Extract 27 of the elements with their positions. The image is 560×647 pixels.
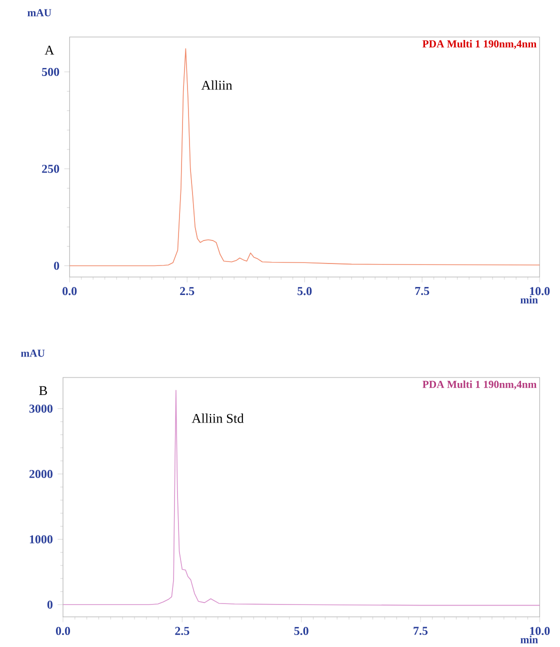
y-tick-label: 0 <box>47 600 52 609</box>
x-tick-label: 2.5 <box>175 626 190 636</box>
x-axis-title: min <box>520 636 538 644</box>
x-tick-label: 2.5 <box>180 287 194 296</box>
x-tick-label: 10.0 <box>530 626 550 636</box>
x-tick-label: 7.5 <box>414 626 428 635</box>
x-tick-label: 0.0 <box>62 287 77 296</box>
y-tick-label: 1000 <box>30 535 52 544</box>
annotation: PDA Multi 1 190nm,4nm <box>422 40 536 49</box>
x-tick-label: 10.0 <box>530 287 550 296</box>
y-tick-label: 500 <box>42 68 60 76</box>
x-tick-label: 0.0 <box>56 626 70 636</box>
y-tick-label: 0 <box>54 262 60 270</box>
text: B <box>39 386 47 396</box>
x-tick-label: 5.0 <box>294 626 308 636</box>
annotation: Alliin Std <box>192 414 244 423</box>
x-tick-label: 5.0 <box>298 287 312 296</box>
y-axis-title: mAU <box>20 350 45 357</box>
y-axis-title: mAU <box>28 9 52 16</box>
text: A <box>44 46 54 55</box>
annotation: PDA Multi 1 190nm,4nm <box>422 380 537 390</box>
x-tick-label: 7.5 <box>415 287 430 296</box>
y-tick-label: 2000 <box>29 470 52 478</box>
x-axis-title: min <box>520 296 538 304</box>
y-tick-label: 250 <box>42 164 60 173</box>
y-tick-label: 3000 <box>29 404 52 413</box>
annotation: Alliin <box>201 80 232 90</box>
